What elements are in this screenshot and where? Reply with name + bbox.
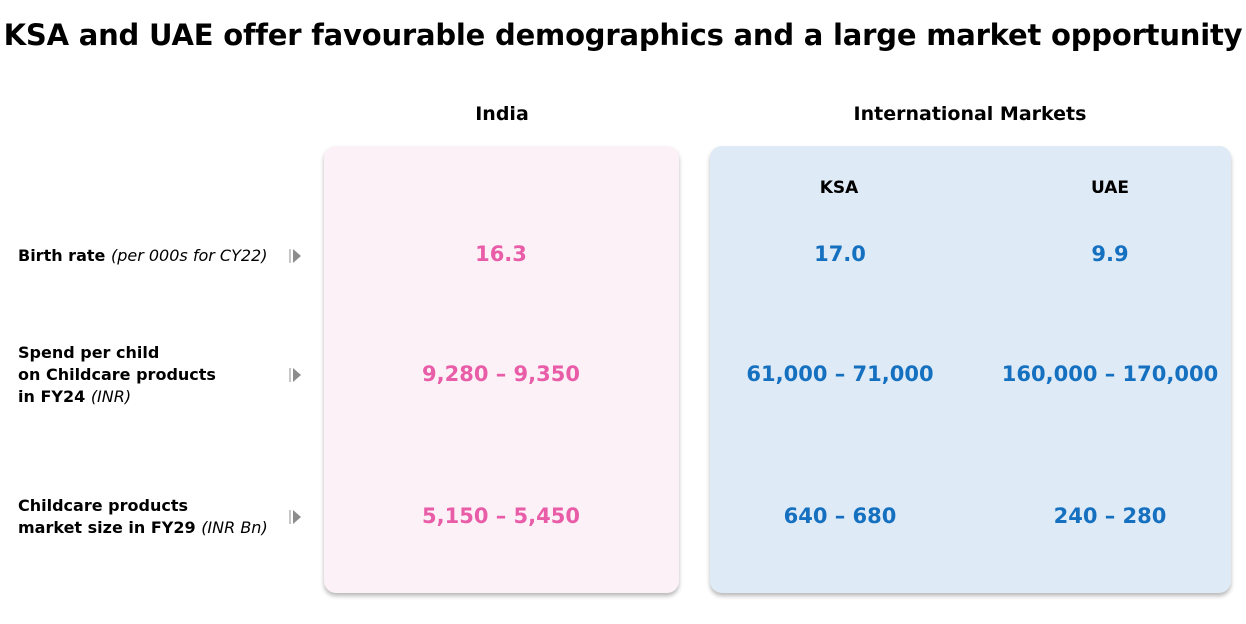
row-label-bold: on Childcare products [18, 365, 216, 384]
india-birth-rate-value: 16.3 [475, 242, 527, 266]
uae-spend-value: 160,000 – 170,000 [1001, 362, 1219, 386]
row-label-unit: (INR) [90, 387, 132, 406]
row-label-bold: Childcare products [18, 496, 188, 515]
row-label-market-size: Childcare products market size in FY29 (… [18, 495, 268, 539]
india-market-size-value: 5,150 – 5,450 [422, 504, 580, 528]
ksa-spend-value: 61,000 – 71,000 [746, 362, 934, 386]
column-header-ksa: KSA [819, 178, 859, 198]
row-label-spend-per-child: Spend per child on Childcare products in… [18, 342, 216, 408]
column-header-india: India [475, 103, 529, 125]
row-label-bold: market size in FY29 [18, 518, 196, 537]
triangle-right-icon [289, 249, 301, 263]
row-label-birth-rate: Birth rate (per 000s for CY22) [18, 245, 267, 267]
ksa-birth-rate-value: 17.0 [814, 242, 866, 266]
india-spend-value: 9,280 – 9,350 [422, 362, 580, 386]
row-label-bold: Birth rate [18, 246, 106, 265]
triangle-right-icon [289, 368, 301, 382]
uae-market-size-value: 240 – 280 [1053, 504, 1167, 528]
row-label-unit: (per 000s for CY22) [110, 246, 268, 265]
column-header-international: International Markets [853, 103, 1087, 125]
india-panel [324, 146, 679, 593]
international-panel [710, 146, 1231, 593]
row-label-unit: (INR Bn) [201, 518, 268, 537]
triangle-right-icon [289, 510, 301, 524]
ksa-market-size-value: 640 – 680 [783, 504, 897, 528]
row-label-bold: Spend per child [18, 343, 160, 362]
row-label-bold: in FY24 [18, 387, 86, 406]
column-header-uae: UAE [1090, 178, 1130, 198]
uae-birth-rate-value: 9.9 [1091, 242, 1129, 266]
page-title: KSA and UAE offer favourable demographic… [3, 18, 1243, 52]
